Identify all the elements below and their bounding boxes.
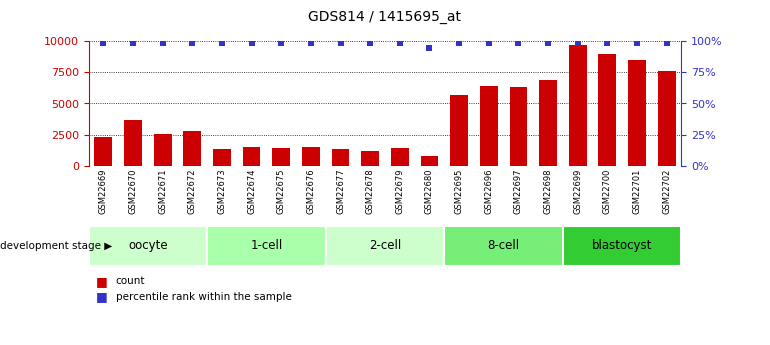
Bar: [444, 226, 563, 266]
Bar: [302, 147, 320, 166]
Point: [483, 40, 495, 46]
Bar: [213, 149, 231, 166]
Point: [424, 45, 436, 50]
Point: [156, 40, 169, 46]
Bar: [658, 71, 675, 166]
Text: 2-cell: 2-cell: [369, 239, 401, 252]
Text: percentile rank within the sample: percentile rank within the sample: [116, 292, 291, 302]
Point: [216, 40, 228, 46]
Bar: [124, 120, 142, 166]
Bar: [154, 134, 172, 166]
Bar: [563, 226, 681, 266]
Bar: [326, 226, 444, 266]
Point: [512, 40, 524, 46]
Point: [661, 40, 673, 46]
Point: [364, 40, 377, 46]
Bar: [391, 148, 409, 166]
Point: [334, 40, 346, 46]
Point: [186, 40, 199, 46]
Text: oocyte: oocyte: [128, 239, 168, 252]
Bar: [598, 54, 616, 166]
Bar: [510, 87, 527, 166]
Text: 8-cell: 8-cell: [487, 239, 520, 252]
Text: GDS814 / 1415695_at: GDS814 / 1415695_at: [309, 10, 461, 24]
Point: [631, 40, 643, 46]
Bar: [89, 226, 207, 266]
Bar: [243, 147, 260, 166]
Bar: [332, 149, 350, 166]
Bar: [361, 151, 379, 166]
Point: [453, 40, 465, 46]
Point: [275, 40, 287, 46]
Bar: [420, 156, 438, 166]
Bar: [450, 95, 468, 166]
Text: ■: ■: [96, 290, 108, 303]
Text: blastocyst: blastocyst: [592, 239, 652, 252]
Text: ■: ■: [96, 275, 108, 288]
Bar: [183, 131, 201, 166]
Point: [127, 40, 139, 46]
Bar: [207, 226, 326, 266]
Text: count: count: [116, 276, 145, 286]
Point: [97, 40, 109, 46]
Point: [246, 40, 258, 46]
Bar: [95, 137, 112, 166]
Bar: [628, 60, 646, 166]
Point: [571, 40, 584, 46]
Bar: [480, 86, 497, 166]
Point: [393, 40, 406, 46]
Text: development stage ▶: development stage ▶: [0, 241, 112, 251]
Bar: [539, 80, 557, 166]
Point: [305, 40, 317, 46]
Bar: [569, 45, 587, 166]
Text: 1-cell: 1-cell: [250, 239, 283, 252]
Bar: [273, 148, 290, 166]
Point: [542, 40, 554, 46]
Point: [601, 40, 614, 46]
